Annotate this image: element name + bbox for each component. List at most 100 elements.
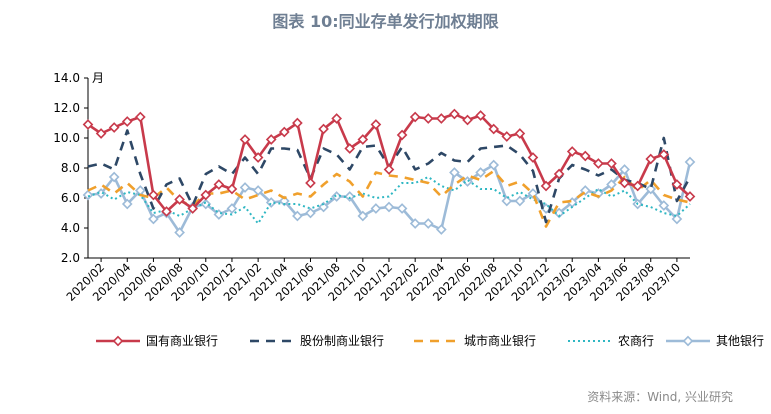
legend-item: 城市商业银行 [414, 333, 536, 348]
data-point [174, 227, 185, 238]
data-point [239, 182, 251, 193]
legend-label: 国有商业银行 [146, 333, 218, 348]
data-point [278, 126, 290, 138]
data-point [527, 152, 539, 163]
data-point [579, 185, 591, 196]
data-point [514, 195, 526, 207]
legend-item: 其他银行 [666, 334, 764, 348]
data-point [174, 194, 185, 205]
data-point [396, 203, 408, 214]
series-3 [87, 176, 691, 225]
data-point [121, 198, 133, 210]
data-point [422, 113, 434, 124]
data-point [396, 129, 408, 141]
legend-label: 其他银行 [716, 334, 764, 348]
data-point [318, 201, 329, 213]
data-point [357, 134, 369, 145]
y-tick-label: 12.0 [53, 101, 80, 115]
data-point [488, 159, 500, 171]
data-point [121, 116, 133, 127]
data-point [606, 158, 617, 169]
data-point [436, 113, 447, 124]
data-point [409, 111, 421, 123]
data-point [200, 198, 212, 210]
data-point [82, 189, 94, 201]
data-point [344, 191, 356, 202]
data-point [252, 185, 264, 196]
data-point [226, 183, 238, 195]
data-point [501, 131, 513, 142]
data-point [593, 158, 604, 169]
data-point [527, 188, 539, 199]
data-point [409, 218, 421, 229]
y-tick-label: 8.0 [61, 161, 80, 175]
legend-label: 农商行 [618, 333, 654, 348]
data-point [475, 110, 486, 121]
data-point [187, 203, 199, 214]
legend-label: 股份制商业银行 [300, 333, 384, 348]
data-point [357, 210, 369, 222]
data-point [239, 134, 251, 145]
data-point [475, 167, 486, 178]
data-point [252, 152, 264, 163]
data-point [292, 210, 303, 222]
data-point [148, 189, 159, 201]
data-point [344, 143, 356, 154]
data-point [514, 128, 526, 139]
legend-marker [682, 335, 694, 347]
data-point [370, 119, 382, 130]
data-point [684, 191, 696, 202]
data-point [265, 197, 277, 208]
y-tick-label: 2.0 [61, 251, 80, 265]
data-point [305, 177, 316, 189]
legend-item: 国有商业银行 [96, 333, 218, 348]
data-point [265, 134, 277, 145]
data-point [108, 122, 120, 133]
data-point [331, 113, 342, 124]
legend: 国有商业银行 股份制商业银行 城市商业银行 农商行 其他银行 [96, 333, 764, 348]
data-point [671, 213, 683, 225]
data-point [671, 179, 683, 190]
data-point [462, 176, 473, 187]
data-point [658, 200, 670, 211]
y-tick-label: 10.0 [53, 131, 80, 145]
data-point [226, 203, 238, 214]
data-point [684, 156, 696, 168]
legend-item: 股份制商业银行 [250, 333, 384, 348]
data-point [540, 180, 552, 192]
data-point [566, 146, 578, 157]
data-point [645, 183, 657, 195]
data-point [658, 149, 670, 160]
data-point [161, 206, 172, 217]
data-point [82, 119, 94, 130]
data-point [488, 123, 500, 135]
data-point [370, 203, 382, 214]
legend-item: 农商行 [568, 333, 654, 348]
y-tick-label: 6.0 [61, 191, 80, 205]
data-point [449, 108, 460, 120]
data-point [318, 123, 329, 135]
data-point [436, 224, 447, 235]
data-point [579, 150, 591, 162]
data-point [619, 177, 630, 189]
data-point [148, 213, 159, 225]
source-note: 资料来源：Wind, 兴业研究 [587, 390, 733, 404]
data-point [292, 117, 303, 129]
data-point [305, 207, 316, 219]
data-point [553, 207, 565, 219]
series-line [87, 169, 691, 228]
data-point [383, 164, 395, 175]
y-axis-label: 月 [92, 71, 104, 85]
chart-title: 图表 10:同业存单发行加权期限 [272, 12, 499, 31]
data-point [383, 201, 395, 213]
data-point [422, 218, 434, 229]
data-point [213, 179, 225, 190]
data-point [553, 168, 565, 180]
data-point [619, 164, 630, 175]
legend-marker [112, 335, 124, 347]
y-tick-label: 4.0 [61, 221, 80, 235]
legend-label: 城市商业银行 [464, 333, 536, 348]
series-4 [82, 156, 696, 238]
data-point [278, 195, 290, 207]
